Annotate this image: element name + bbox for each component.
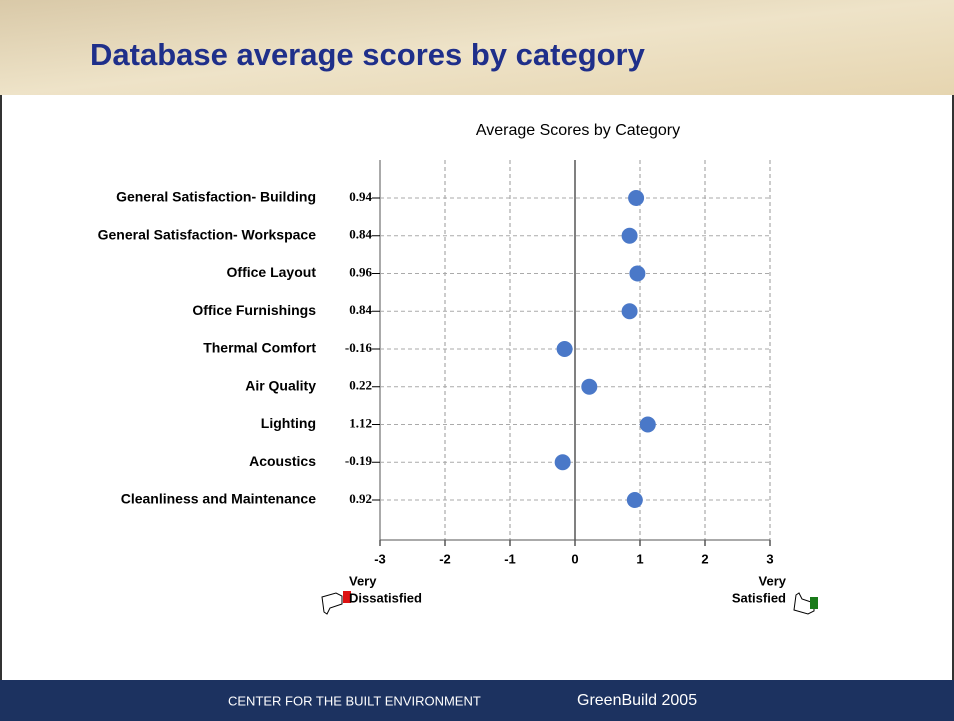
x-end-label: Dissatisfied xyxy=(349,590,422,605)
x-tick-label: 3 xyxy=(766,551,773,566)
value-label: -0.19 xyxy=(345,453,373,468)
category-label: Office Furnishings xyxy=(192,302,316,318)
chart-title: Average Scores by Category xyxy=(476,122,680,139)
category-label: Air Quality xyxy=(245,377,316,393)
value-label: 0.92 xyxy=(349,491,372,506)
slide-title: Database average scores by category xyxy=(90,37,646,72)
dot xyxy=(626,492,643,508)
dot xyxy=(556,341,573,357)
x-end-label: Very xyxy=(759,573,787,588)
category-label: Lighting xyxy=(261,415,316,431)
dot xyxy=(621,303,638,320)
category-label: Thermal Comfort xyxy=(203,340,316,356)
category-label: Acoustics xyxy=(249,453,316,469)
x-tick-label: 0 xyxy=(571,551,578,566)
x-tick-label: -2 xyxy=(439,551,451,566)
value-label: 0.84 xyxy=(349,302,372,317)
value-label: 0.96 xyxy=(349,264,372,279)
dot xyxy=(621,227,638,244)
dot xyxy=(554,454,571,471)
dot xyxy=(581,378,598,395)
header-band xyxy=(0,0,954,95)
dot xyxy=(639,416,656,433)
dot xyxy=(629,265,646,282)
category-label: Cleanliness and Maintenance xyxy=(121,491,316,507)
thumb-down-icon xyxy=(321,591,351,615)
thumb-up-icon xyxy=(793,592,818,615)
category-label: General Satisfaction- Building xyxy=(116,189,316,205)
x-tick-label: -3 xyxy=(374,551,386,566)
value-label: 1.12 xyxy=(349,415,372,430)
footer-right: GreenBuild 2005 xyxy=(577,692,697,709)
dot xyxy=(628,190,645,206)
x-tick-label: -1 xyxy=(504,551,516,566)
footer-left: CENTER FOR THE BUILT ENVIRONMENT xyxy=(228,693,481,708)
x-tick-label: 2 xyxy=(701,551,708,566)
value-label: 0.84 xyxy=(349,227,372,242)
x-end-label: Satisfied xyxy=(732,590,786,605)
category-label: Office Layout xyxy=(227,264,317,280)
x-end-label: Very xyxy=(349,573,377,588)
category-label: General Satisfaction- Workspace xyxy=(98,226,317,242)
footer-band xyxy=(0,680,954,721)
value-label: -0.16 xyxy=(345,340,373,355)
value-label: 0.94 xyxy=(349,189,372,204)
value-label: 0.22 xyxy=(349,378,372,393)
x-tick-label: 1 xyxy=(636,551,643,566)
